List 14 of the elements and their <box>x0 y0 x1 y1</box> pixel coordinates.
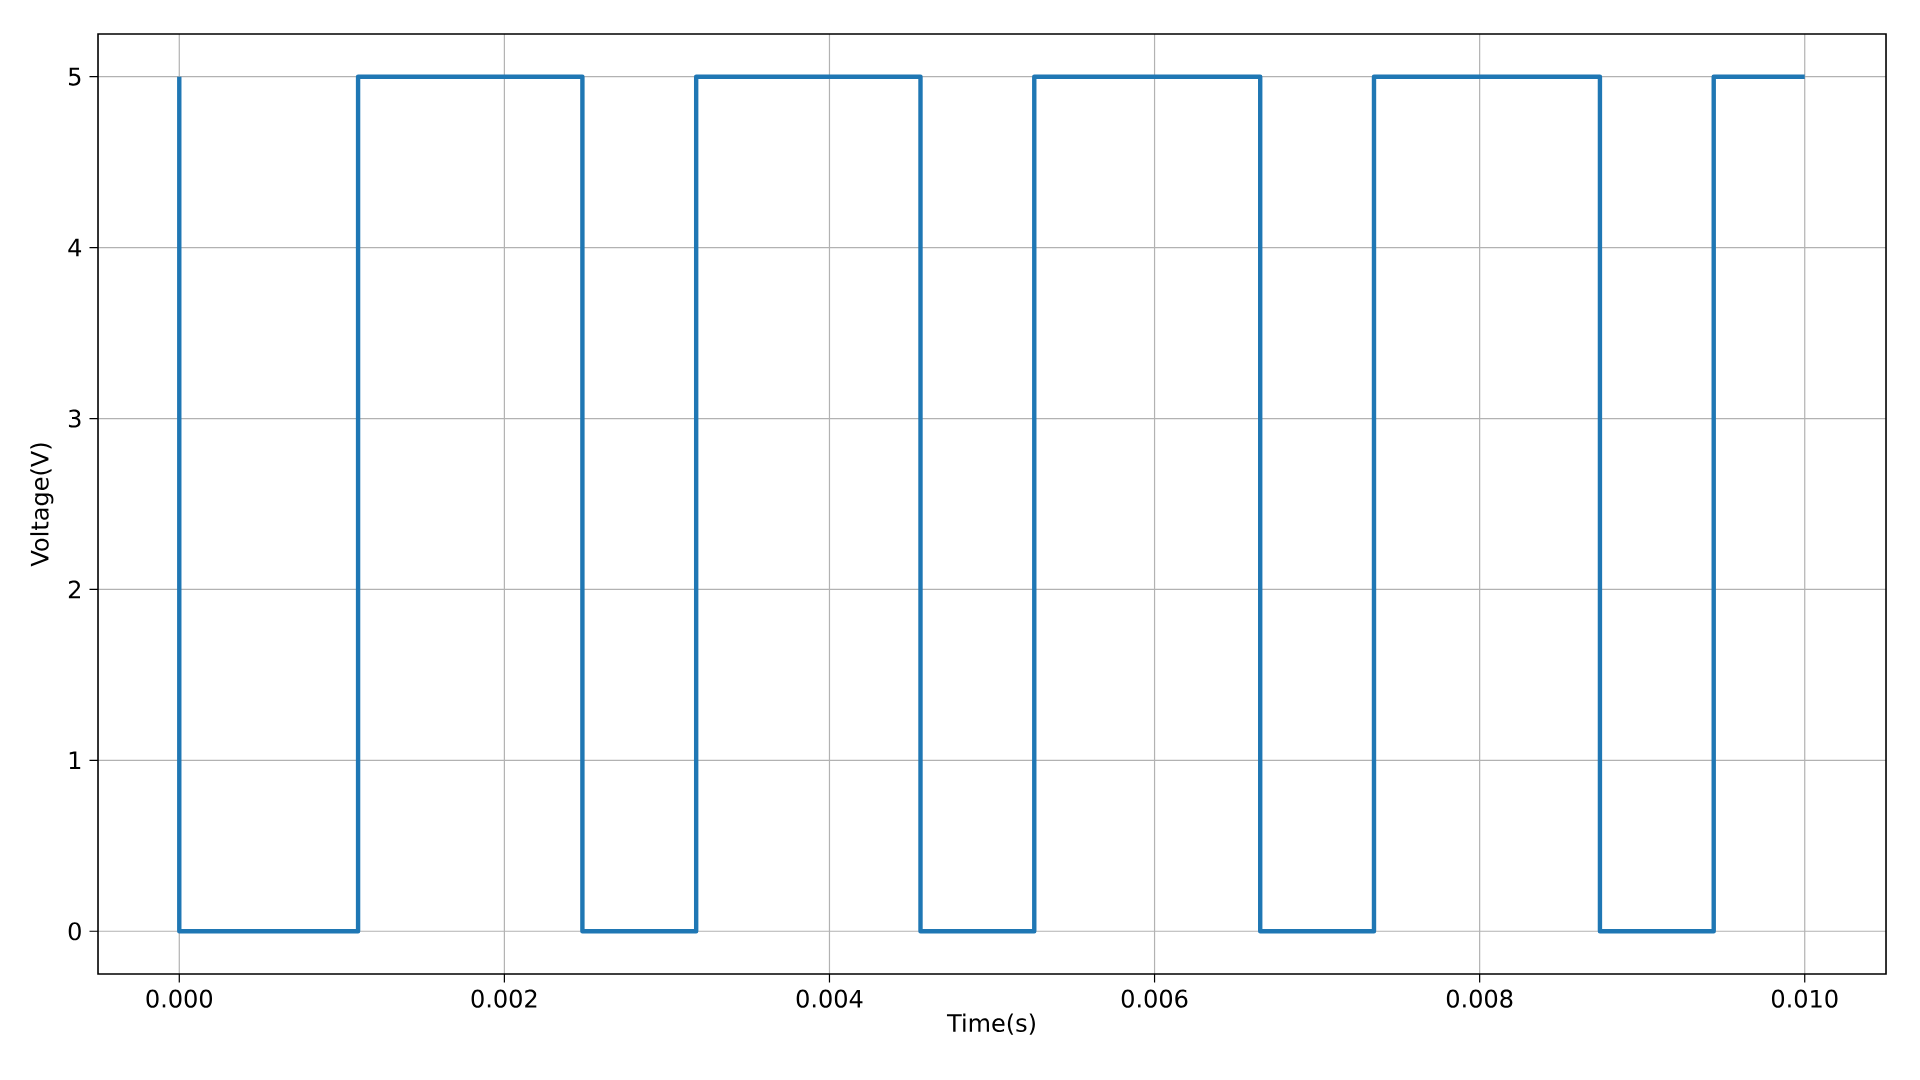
y-axis-title: Voltage(V) <box>30 443 54 567</box>
y-tick-label: 1 <box>69 751 81 770</box>
x-tick-label: 0.000 <box>146 989 213 1008</box>
x-tick-label: 0.008 <box>1446 989 1513 1008</box>
y-tick-label: 5 <box>68 67 81 86</box>
x-axis-title: Time(s) <box>946 1013 1035 1035</box>
x-tick-label: 0.002 <box>471 989 537 1008</box>
x-tick-label: 0.010 <box>1771 989 1838 1008</box>
y-tick-label: 4 <box>68 238 82 257</box>
y-tick-label: 3 <box>68 409 81 428</box>
y-tick-label: 2 <box>68 580 80 599</box>
x-tick-label: 0.006 <box>1121 989 1188 1008</box>
x-tick-label: 0.004 <box>796 989 863 1008</box>
y-tick-label: 0 <box>68 922 81 941</box>
